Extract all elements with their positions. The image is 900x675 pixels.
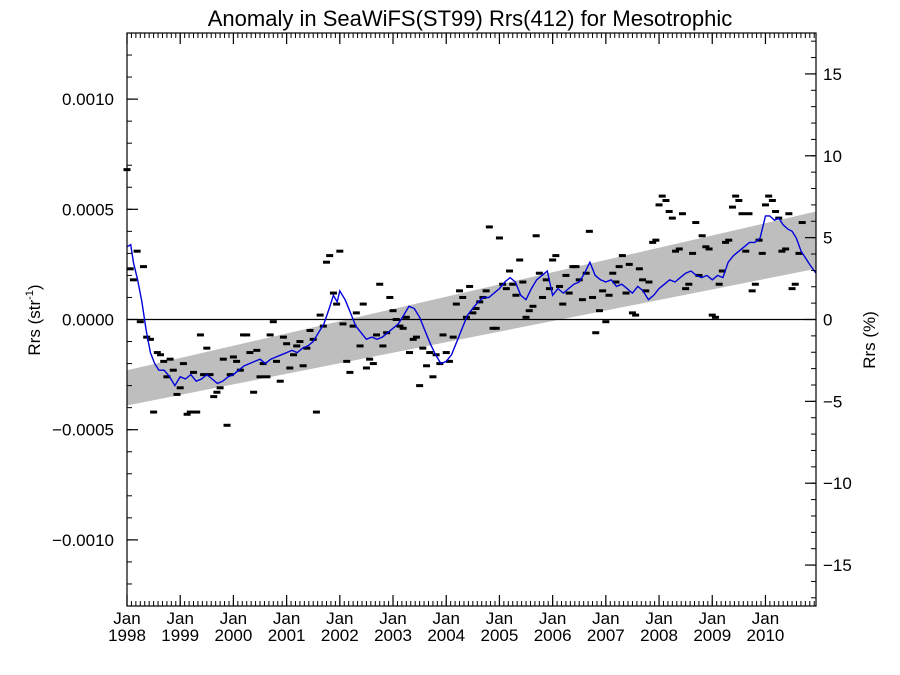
x-tick-label-year: 2004 — [427, 626, 465, 645]
x-tick-label-month: Jan — [433, 609, 460, 628]
x-tick-label-month: Jan — [752, 609, 779, 628]
trend-band — [127, 211, 816, 406]
x-tick-label-year: 2002 — [321, 626, 359, 645]
y-left-tick-label: 0.0000 — [62, 311, 114, 330]
x-tick-label-year: 2007 — [587, 626, 625, 645]
x-tick-label-year: 1998 — [108, 626, 146, 645]
y-axis-right-label-text: Rrs (%) — [860, 311, 879, 369]
y-right-tick-label: 0 — [823, 311, 832, 330]
y-axis-left-label-base: Rrs (str — [25, 300, 44, 356]
y-right-tick-label: −15 — [823, 556, 852, 575]
y-left-tick-label: 0.0005 — [62, 200, 114, 219]
x-tick-label-year: 2001 — [268, 626, 306, 645]
running-mean-line — [126, 215, 817, 387]
x-tick-label-month: Jan — [113, 609, 140, 628]
x-tick-label-month: Jan — [592, 609, 619, 628]
x-tick-label-year: 2009 — [693, 626, 731, 645]
y-right-tick-label: 10 — [823, 147, 842, 166]
x-tick-label-year: 2003 — [374, 626, 412, 645]
x-tick-label-month: Jan — [486, 609, 513, 628]
svg-text:Rrs (str-1): Rrs (str-1) — [24, 284, 44, 355]
x-tick-label-month: Jan — [539, 609, 566, 628]
chart-title: Anomaly in SeaWiFS(ST99) Rrs(412) for Me… — [208, 6, 733, 31]
y-left-tick-label: −0.0010 — [52, 531, 114, 550]
x-tick-label-month: Jan — [379, 609, 406, 628]
x-tick-label-year: 2010 — [747, 626, 785, 645]
y-axis-left-label: Rrs (str-1) — [24, 284, 44, 355]
x-tick-label-year: 2008 — [640, 626, 678, 645]
x-tick-label-month: Jan — [326, 609, 353, 628]
x-tick-label-year: 2005 — [481, 626, 519, 645]
x-tick-label-month: Jan — [645, 609, 672, 628]
y-axis-left-label-close: ) — [25, 284, 44, 290]
plot-area: 0.0010 0.0005 0.0000 −0.0005 −0.0010 15 10 5 0 −5… — [52, 32, 852, 645]
y-right-tick-label: −5 — [823, 392, 842, 411]
x-tick-label-year: 2006 — [534, 626, 572, 645]
x-tick-label-month: Jan — [166, 609, 193, 628]
x-tick-label-month: Jan — [273, 609, 300, 628]
y-right-tick-label: −10 — [823, 474, 852, 493]
y-axis-left-label-sup: -1 — [24, 290, 36, 300]
x-tick-label-month: Jan — [220, 609, 247, 628]
x-tick-label-year: 1999 — [161, 626, 199, 645]
y-right-tick-label: 5 — [823, 229, 832, 248]
y-left-tick-label: −0.0005 — [52, 421, 114, 440]
y-axis-right-label: Rrs (%) — [860, 311, 879, 369]
y-left-tick-label: 0.0010 — [62, 90, 114, 109]
x-tick-label-year: 2000 — [214, 626, 252, 645]
x-tick-label-month: Jan — [699, 609, 726, 628]
y-right-tick-label: 15 — [823, 65, 842, 84]
